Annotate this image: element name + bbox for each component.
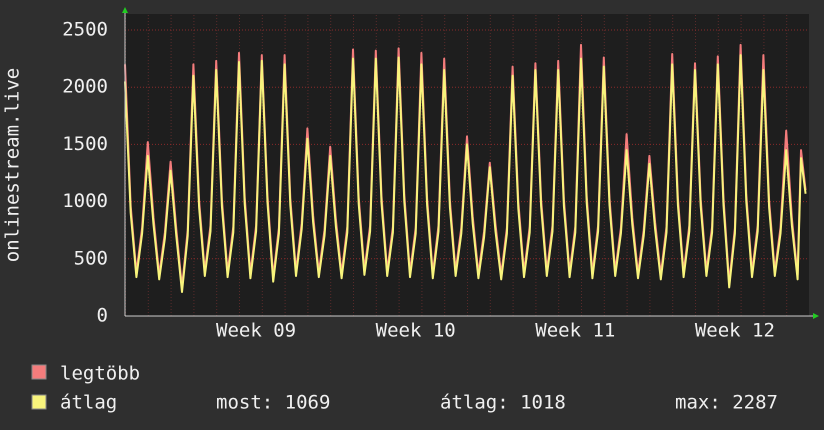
y-tick-label: 2000 [62, 76, 108, 98]
y-tick-label: 1000 [62, 190, 108, 212]
y-tick-label: 0 [97, 305, 108, 327]
legend-swatch [31, 394, 47, 410]
y-tick-label: 1500 [62, 133, 108, 155]
stat-now: most: 1069 [216, 392, 330, 414]
y-axis-label: onlinestream.live [2, 68, 24, 262]
x-tick-label: Week 10 [376, 320, 456, 342]
x-axis-arrow [813, 313, 819, 319]
series-line [124, 54, 807, 293]
stat-average: átlag: 1018 [440, 392, 566, 414]
x-tick-label: Week 12 [695, 320, 775, 342]
y-tick-label: 500 [74, 247, 108, 269]
x-tick-label: Week 09 [216, 320, 296, 342]
x-tick-label: Week 11 [535, 320, 615, 342]
lines-layer [124, 43, 807, 293]
y-axis-arrow [122, 7, 128, 13]
legend-label: átlag [60, 392, 117, 414]
legend-swatch [31, 364, 47, 380]
legend-label: legtöbb [60, 363, 140, 385]
y-tick-label: 2500 [62, 19, 108, 41]
stat-max: max: 2287 [675, 392, 778, 414]
series-line [124, 43, 807, 289]
